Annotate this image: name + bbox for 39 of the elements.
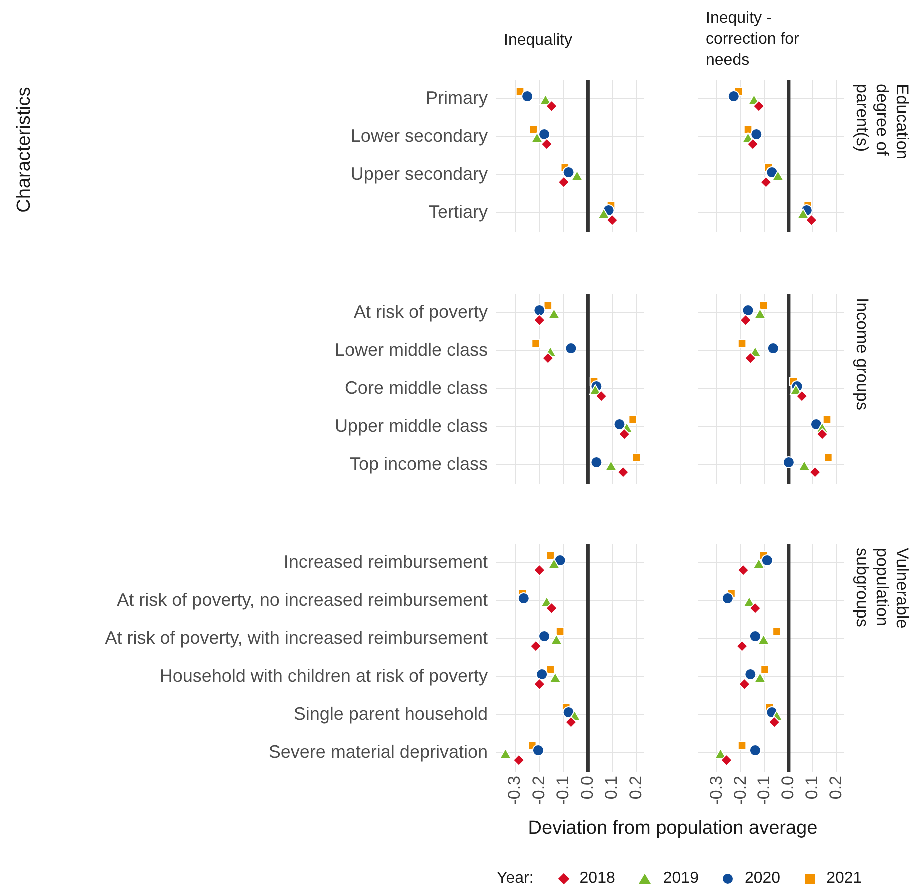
legend-label: 2020 <box>744 870 781 888</box>
legend-label: 2019 <box>663 870 699 888</box>
x-tick-label: -0.1 <box>754 776 774 806</box>
y-tick-label: Increased reimbursement <box>284 552 488 572</box>
x-tick-label: -0.3 <box>706 776 726 806</box>
x-tick-label: -0.1 <box>554 776 573 806</box>
y-tick-label: Tertiary <box>428 202 488 222</box>
x-tick-label: 0.2 <box>826 776 846 800</box>
y-tick-label: Severe material deprivation <box>268 742 488 762</box>
legend-label: 2018 <box>580 870 616 888</box>
y2-axis-title: Income groups <box>852 298 872 412</box>
legend-label: 2021 <box>826 870 862 888</box>
x-axis-title: Deviation from population average <box>528 818 818 840</box>
y-tick-label: At risk of poverty <box>354 302 488 322</box>
y-tick-label: At risk of poverty, no increased reimbursement <box>117 590 488 610</box>
y-tick-label: Primary <box>426 88 488 108</box>
legend-title: Year: <box>497 870 534 888</box>
x-tick-label: -0.3 <box>505 776 524 806</box>
y-tick-label: Upper middle class <box>334 416 488 436</box>
y-tick-label: Lower secondary <box>350 126 488 146</box>
y-tick-label: At risk of poverty, with increased reimbursement <box>105 628 488 648</box>
y-tick-label: Household with children at risk of poverty <box>160 666 488 686</box>
y-tick-label: Single parent household <box>294 704 488 724</box>
y2-axis-title: Vulnerable population subgroups <box>852 548 912 631</box>
x-tick-label: 0.1 <box>602 776 622 800</box>
x-tick-label: 0.2 <box>626 776 646 800</box>
x-tick-label: 0.0 <box>578 776 597 800</box>
y-tick-label: Top income class <box>350 454 488 474</box>
y2-axis-title: Education degree of parent(s) <box>852 84 912 162</box>
y-tick-label: Upper secondary <box>350 164 488 184</box>
chart-title: Inequity - correction for needs <box>706 9 800 71</box>
y-tick-label: Core middle class <box>344 378 488 398</box>
x-tick-label: -0.2 <box>529 776 548 806</box>
x-tick-label: -0.2 <box>730 776 750 806</box>
y-tick-label: Lower middle class <box>334 340 488 360</box>
x-tick-label: 0.0 <box>778 776 798 800</box>
y-axis-title: Characteristics <box>14 87 36 213</box>
chart-title: Inequality <box>504 31 574 51</box>
x-tick-label: 0.1 <box>802 776 822 800</box>
